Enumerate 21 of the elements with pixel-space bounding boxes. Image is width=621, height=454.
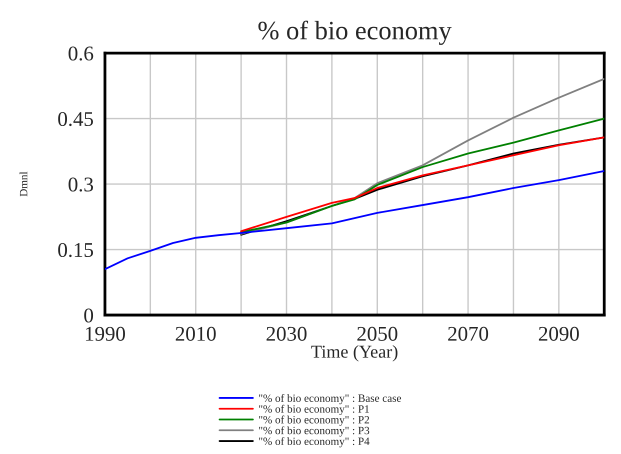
x-tick-label: 2050 (357, 326, 398, 341)
x-tick-label: 2030 (266, 326, 307, 341)
legend-label: "% of bio economy" : P1 (259, 404, 370, 416)
line-series (104, 170, 604, 270)
legend-label: "% of bio economy" : P4 (259, 437, 370, 448)
x-tick-label: 2090 (538, 326, 579, 341)
y-axis-title: Dmnl (20, 172, 28, 196)
line-series (240, 118, 604, 234)
x-tick-label: 2010 (176, 326, 216, 341)
y-tick-label: 0.15 (58, 242, 94, 258)
x-tick-label: 1990 (86, 326, 125, 341)
legend-label: "% of bio economy" : P2 (259, 416, 370, 426)
legend-label: "% of bio economy" : Base case (259, 394, 402, 404)
y-tick-label: 0.45 (58, 112, 94, 126)
x-tick-label: 2070 (448, 326, 488, 341)
legend-label: "% of bio economy" : P3 (259, 426, 370, 437)
x-axis-title: Time (Year) (311, 345, 398, 362)
y-tick-label: 0.6 (68, 46, 94, 61)
y-tick-label: 0 (84, 308, 94, 323)
chart-title: % of bio economy (258, 20, 452, 45)
y-tick-label: 0.3 (68, 177, 94, 192)
